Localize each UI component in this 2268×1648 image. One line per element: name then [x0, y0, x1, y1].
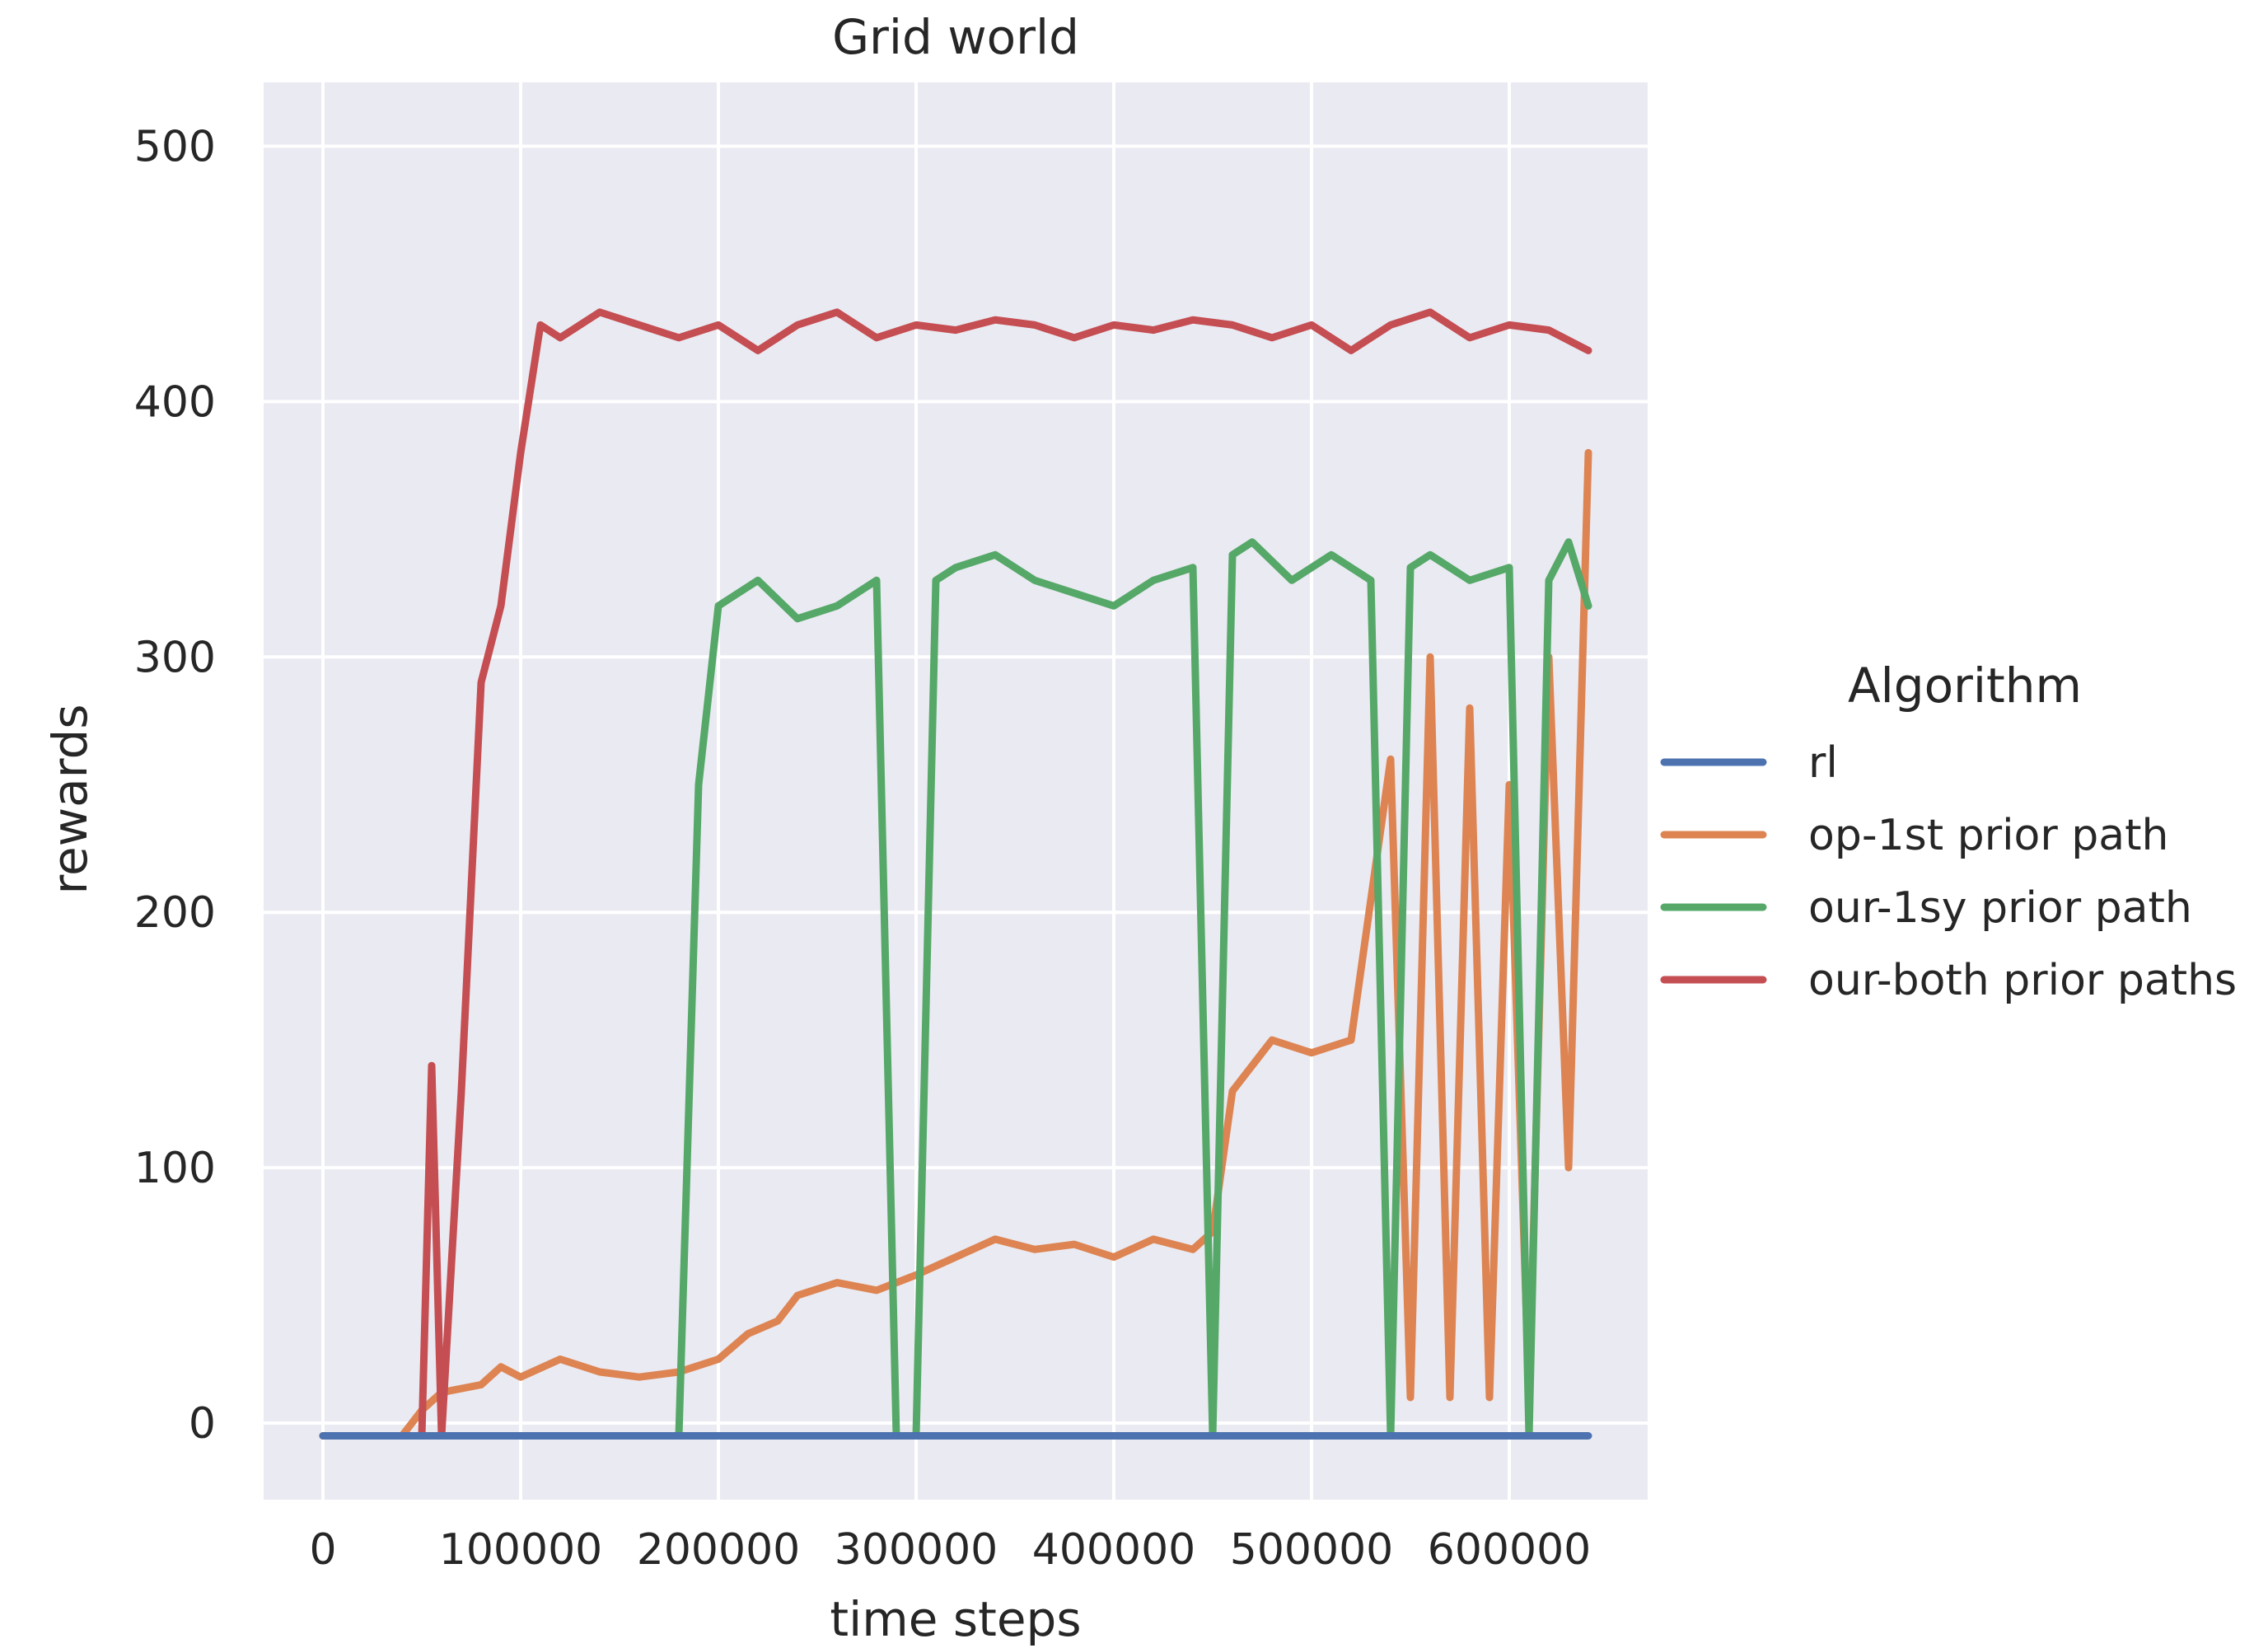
legend-title: Algorithm — [1848, 658, 2082, 714]
series-line-our-1sy-prior-path — [319, 538, 1592, 1440]
y-tick-label: 300 — [134, 633, 216, 682]
series-line-our-both-prior-paths — [319, 308, 1592, 1440]
gridlines — [264, 82, 1648, 1500]
legend-label: our-1sy prior path — [1808, 883, 2192, 933]
y-tick-label: 500 — [134, 122, 216, 171]
series-line-op-1st-prior-path — [319, 448, 1592, 1440]
y-tick-label: 400 — [134, 377, 216, 427]
legend-label: our-both prior paths — [1808, 956, 2237, 1005]
x-tick-label: 0 — [309, 1525, 336, 1575]
y-axis-label: rewards — [42, 704, 98, 894]
series-lines — [319, 308, 1592, 1440]
y-tick-label: 0 — [189, 1399, 216, 1449]
x-axis-label: time steps — [830, 1591, 1081, 1647]
plot-area — [264, 82, 1648, 1500]
y-tick-label: 100 — [134, 1144, 216, 1193]
x-tick-label: 200000 — [637, 1525, 801, 1575]
tick-labels: 0 100000 200000 300000 400000 500000 600000 0 10… — [134, 122, 1592, 1575]
x-tick-label: 500000 — [1230, 1525, 1394, 1575]
chart-title: Grid world — [832, 9, 1079, 65]
x-tick-label: 600000 — [1428, 1525, 1592, 1575]
x-tick-label: 100000 — [439, 1525, 603, 1575]
y-tick-label: 200 — [134, 888, 216, 938]
legend: Algorithm rl op-1st prior path our-1sy pri… — [1660, 658, 2237, 1005]
x-tick-label: 400000 — [1032, 1525, 1196, 1575]
x-tick-label: 300000 — [835, 1525, 998, 1575]
legend-label: op-1st prior path — [1808, 811, 2168, 860]
legend-label: rl — [1808, 738, 1838, 788]
